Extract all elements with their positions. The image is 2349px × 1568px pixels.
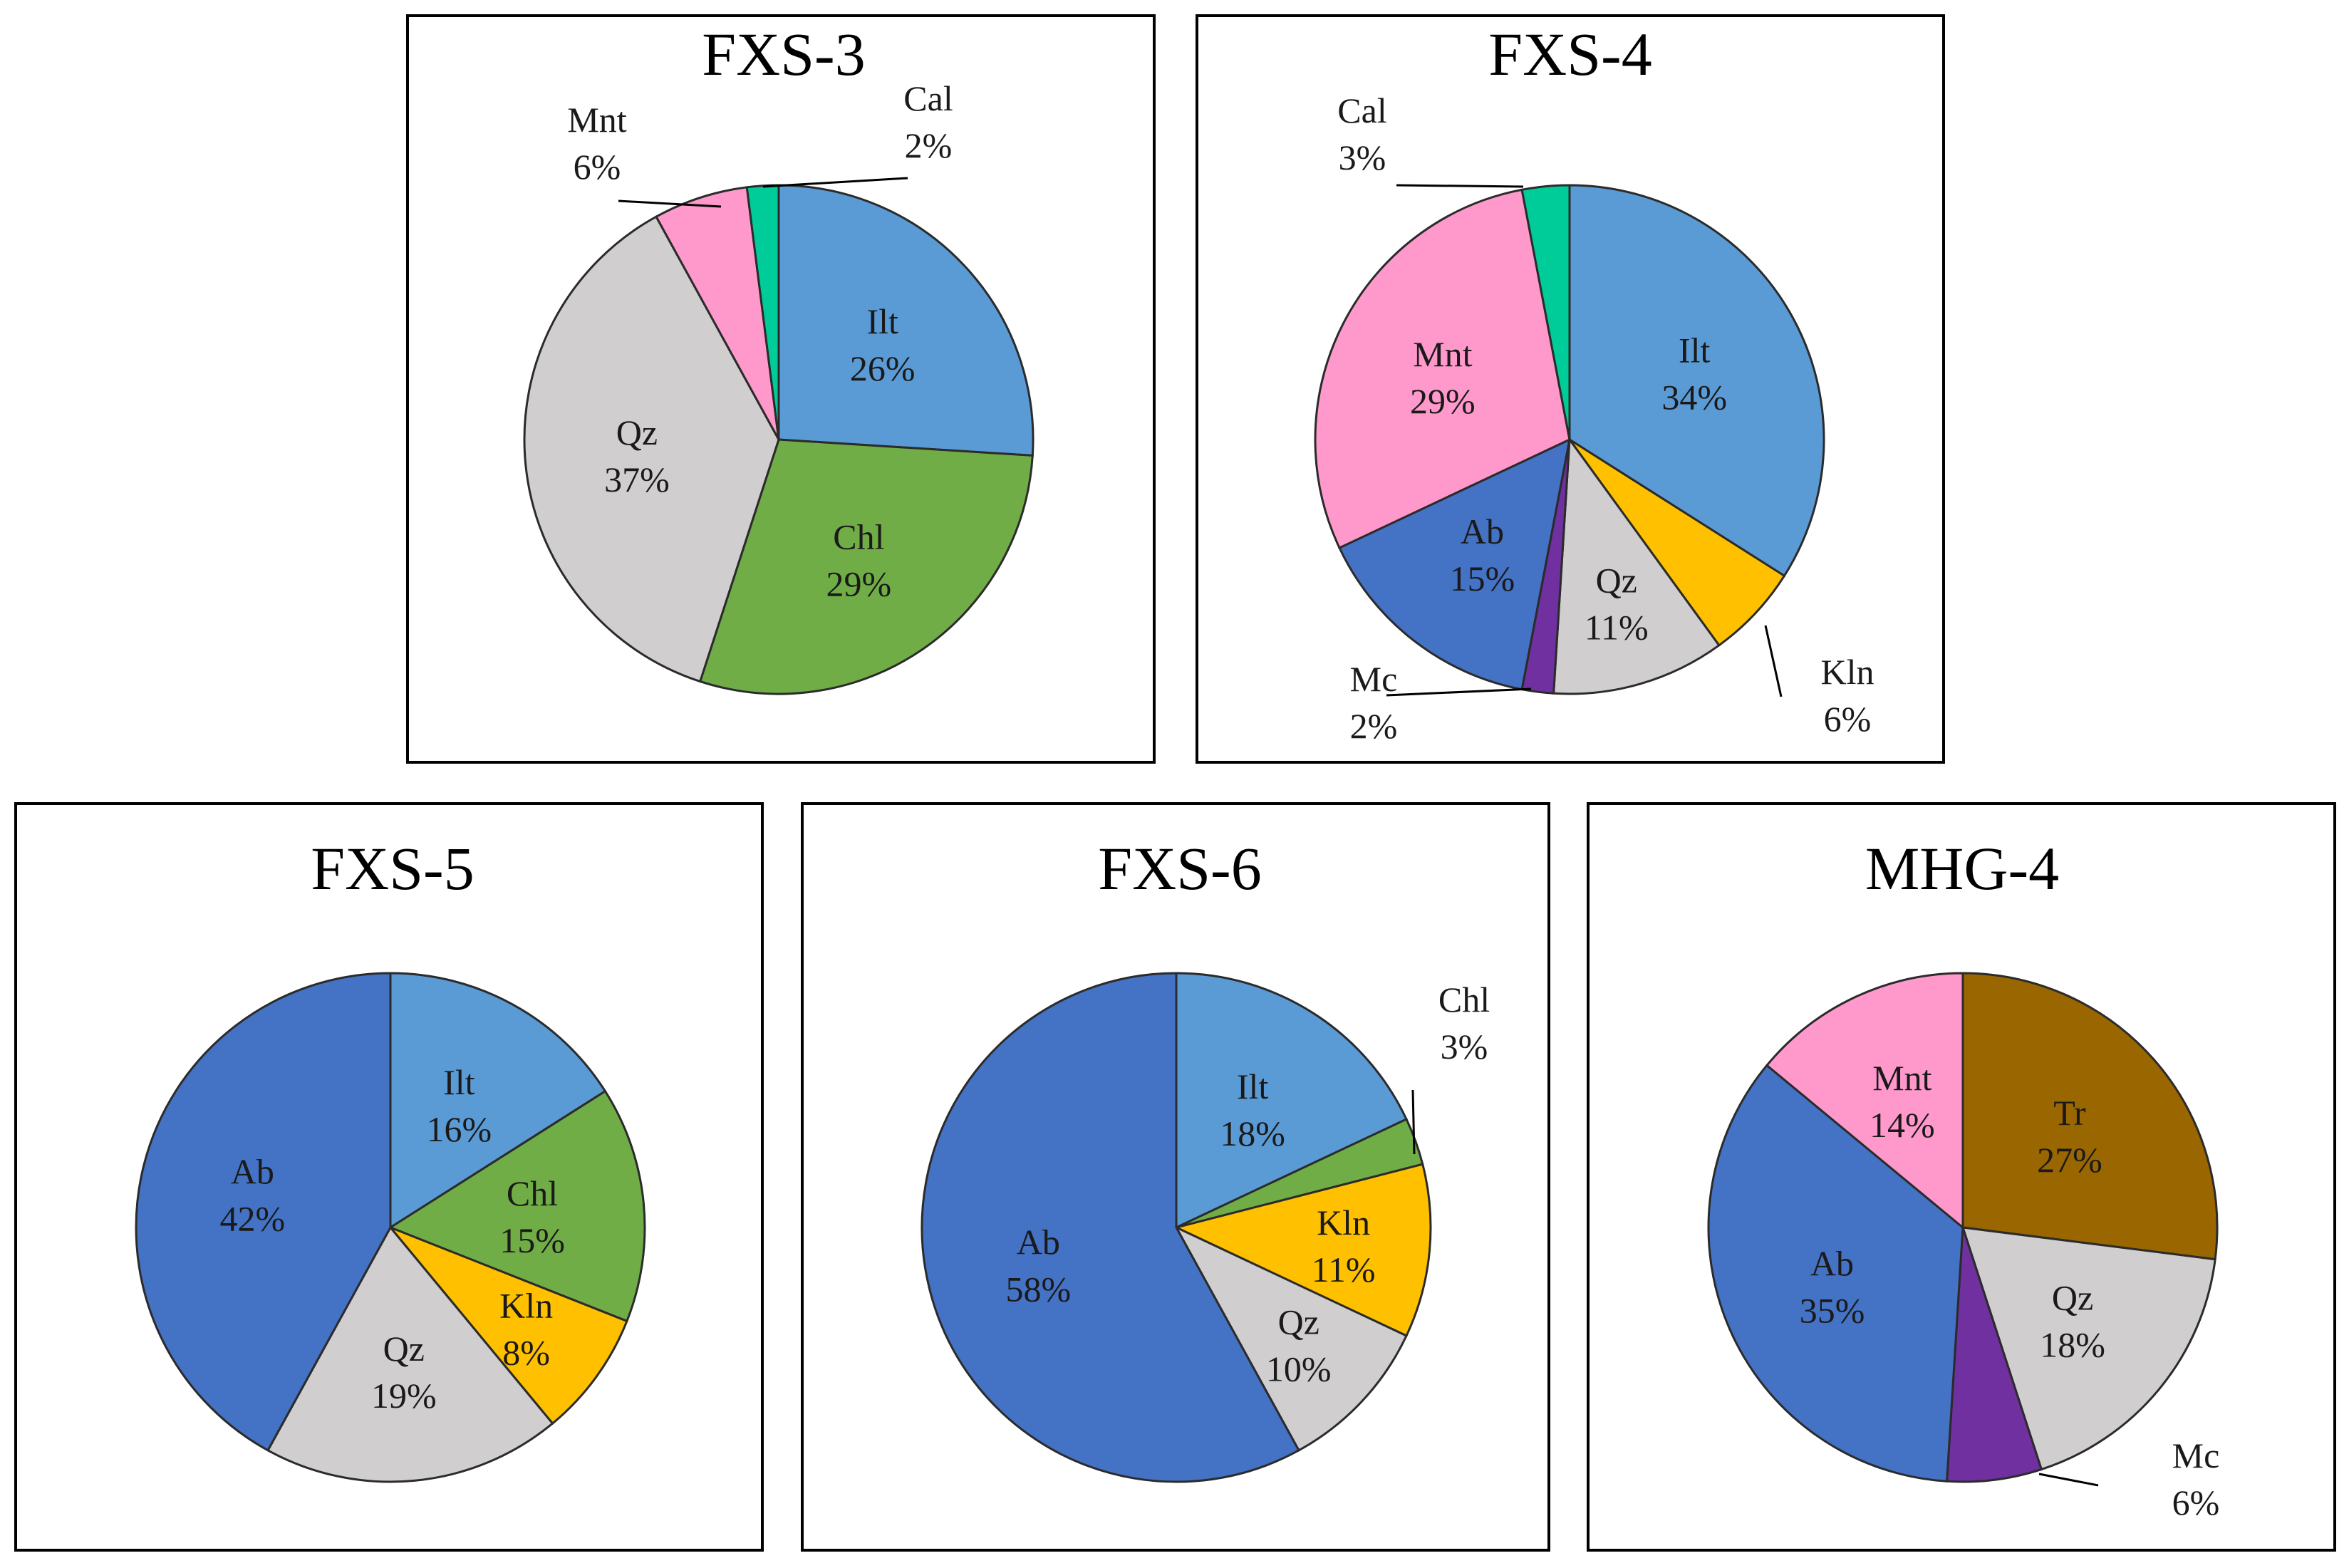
slice-percent-tr: 27% [2037, 1140, 2102, 1180]
pie-slice-kln [389, 1226, 628, 1426]
panel-title: MHG-4 [1865, 834, 2059, 903]
pie-slice-kln [1568, 438, 1786, 647]
pie-slice-ab [135, 972, 392, 1452]
slice-label-mc: Mc [2172, 1435, 2220, 1475]
slice-percent-ab: 42% [220, 1198, 286, 1238]
leader-line-kln [1764, 625, 1783, 697]
pie-slice-ilt [1175, 972, 1409, 1230]
leader-line-mc [1386, 687, 1532, 697]
pie-slice-ab [1337, 437, 1572, 691]
slice-label-mnt: Mnt [1872, 1058, 1931, 1098]
slice-label-ilt: Ilt [443, 1062, 475, 1102]
slice-label-kln: Kln [1317, 1203, 1370, 1242]
slice-percent-chl: 3% [1441, 1027, 1488, 1066]
pie-slice-mc [1945, 1227, 2043, 1483]
slice-percent-kln: 8% [502, 1332, 550, 1372]
slice-label-ab: Ab [1810, 1243, 1854, 1283]
slice-label-ab: Ab [231, 1151, 274, 1191]
slice-label-ab: Ab [1017, 1222, 1060, 1262]
slice-percent-cal: 3% [1339, 137, 1386, 177]
pie-slice-ab [921, 972, 1301, 1483]
leader-line-chl [1411, 1089, 1416, 1155]
slice-percent-ab: 58% [1006, 1270, 1072, 1309]
panel-title: FXS-3 [702, 20, 865, 88]
slice-percent-ab: 15% [1450, 559, 1515, 598]
slice-label-mnt: Mnt [1413, 334, 1472, 374]
slice-percent-kln: 6% [1824, 699, 1872, 739]
slice-percent-ilt: 34% [1661, 378, 1727, 417]
pie-slice-ab [1707, 1064, 1964, 1483]
pie-slice-qz [1173, 1225, 1409, 1452]
pie-panel-fxs-6: FXS-6 Ilt 18% Chl 3% Kln 11% Qz 10% Ab 58% [801, 802, 1550, 1552]
slice-percent-ilt: 16% [426, 1109, 492, 1149]
slice-percent-mnt: 29% [1410, 381, 1476, 421]
slice-label-qz: Qz [1596, 560, 1637, 600]
pie-slice-ilt [777, 184, 1035, 457]
slice-label-ilt: Ilt [1679, 331, 1711, 370]
pie-slice-qz [266, 1225, 554, 1483]
slice-label-qz: Qz [383, 1329, 425, 1369]
pie-slice-mnt [654, 186, 780, 440]
slice-percent-mc: 2% [1350, 706, 1398, 746]
pie-slice-qz [1961, 1226, 2216, 1471]
pie-panel-fxs-4: FXS-4 Ilt 34% Kln 6% Qz 11% Mc 2% Ab 15% Mnt 29% Cal 3… [1196, 14, 1945, 764]
pie-panel-mhg-4: MHG-4 Tr 27% Qz 18% Mc 6% Ab 35% Mnt 14% [1587, 802, 2336, 1552]
slice-percent-ab: 35% [1800, 1290, 1865, 1330]
slice-label-ab: Ab [1461, 512, 1504, 551]
slice-label-qz: Qz [616, 412, 658, 452]
slice-percent-kln: 11% [1312, 1250, 1376, 1289]
leader-line-mc [2038, 1473, 2099, 1487]
slice-label-chl: Chl [1438, 980, 1490, 1019]
slice-label-mc: Mc [1350, 659, 1398, 699]
slice-percent-ilt: 26% [850, 348, 916, 388]
panel-title: FXS-4 [1488, 20, 1651, 88]
leader-line-mnt [618, 199, 722, 208]
slice-percent-qz: 11% [1585, 607, 1649, 647]
pie-panel-fxs-3: FXS-3 Ilt 26% Chl 29% Qz 37% Mnt 6% Cal 2% [406, 14, 1156, 764]
pie-slice-kln [1173, 1163, 1432, 1337]
slice-percent-mnt: 6% [574, 147, 621, 187]
pie-slice-mnt [1314, 188, 1571, 549]
slice-percent-qz: 37% [604, 460, 670, 499]
slice-label-mnt: Mnt [567, 100, 626, 140]
slice-label-tr: Tr [2053, 1093, 2086, 1133]
slice-percent-mnt: 14% [1870, 1105, 1935, 1145]
slice-label-kln: Kln [1821, 652, 1874, 692]
slice-label-ilt: Ilt [1237, 1066, 1269, 1106]
pie-slice-chl [388, 1089, 646, 1323]
pie-slice-mnt [1765, 972, 1964, 1230]
slice-label-chl: Chl [833, 516, 884, 556]
slice-percent-chl: 29% [826, 564, 892, 603]
panel-title: FXS-5 [311, 834, 474, 903]
slice-label-ilt: Ilt [867, 301, 899, 341]
panel-title: FXS-6 [1098, 834, 1261, 903]
pie-slice-ilt [1568, 184, 1825, 578]
slice-label-chl: Chl [507, 1173, 558, 1213]
pie-panel-fxs-5: FXS-5 Ilt 16% Chl 15% Kln 8% Qz 19% Ab 42% [14, 802, 764, 1552]
slice-label-qz: Qz [2052, 1277, 2093, 1317]
slice-label-qz: Qz [1278, 1302, 1319, 1341]
pie-slice-qz [1552, 436, 1721, 695]
slice-percent-qz: 18% [2040, 1324, 2105, 1364]
slice-percent-chl: 15% [499, 1220, 565, 1260]
pie-slice-ilt [389, 972, 607, 1230]
pie-slice-chl [698, 438, 1034, 695]
pie-slice-cal [1520, 184, 1571, 440]
slice-percent-qz: 10% [1266, 1349, 1332, 1388]
slice-label-cal: Cal [903, 78, 953, 118]
slice-percent-cal: 2% [905, 125, 953, 165]
slice-percent-ilt: 18% [1220, 1113, 1285, 1153]
leader-line-cal [1396, 184, 1524, 188]
slice-label-kln: Kln [499, 1285, 553, 1325]
leader-line-cal [762, 177, 908, 188]
slice-percent-mc: 6% [2172, 1483, 2220, 1522]
slice-percent-qz: 19% [371, 1376, 437, 1416]
slice-label-cal: Cal [1337, 90, 1386, 130]
pie-slice-tr [1961, 972, 2219, 1261]
pie-slice-qz [523, 215, 780, 683]
